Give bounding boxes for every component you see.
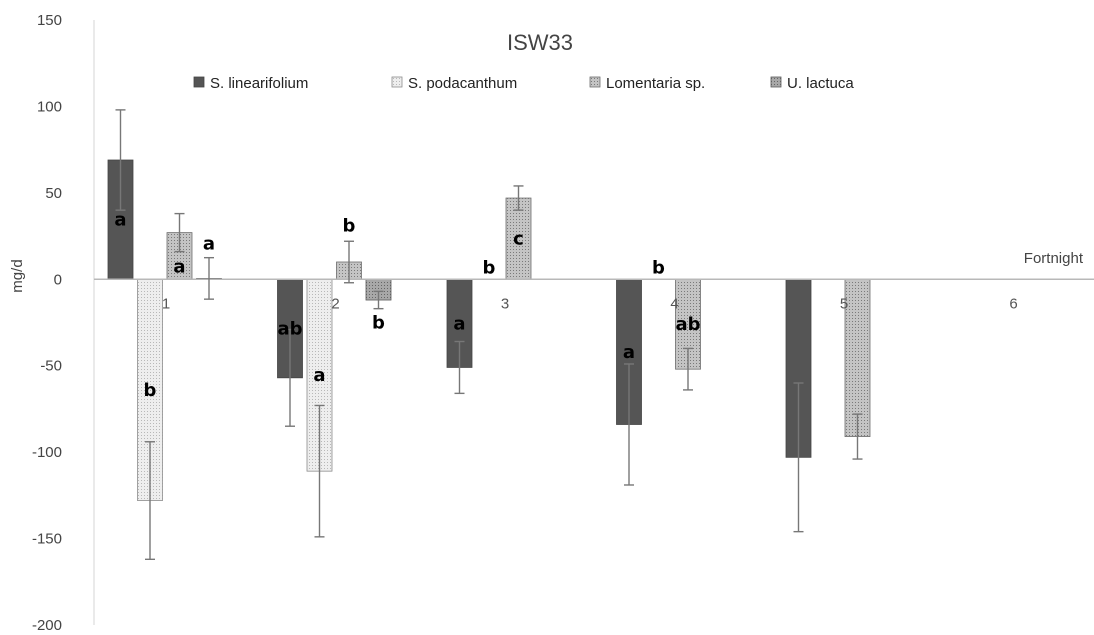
x-tick-label: 1 xyxy=(162,295,170,312)
y-tick-label: 100 xyxy=(37,98,62,115)
legend-label: S. linearifolium xyxy=(210,75,308,92)
bar xyxy=(844,278,871,437)
chart-title: ISW33 xyxy=(507,30,573,55)
significance-label: a xyxy=(313,365,325,386)
y-tick-label: 0 xyxy=(54,271,62,288)
bar xyxy=(505,197,532,280)
legend-swatch xyxy=(589,76,601,88)
significance-label: b xyxy=(483,257,496,278)
significance-label: a xyxy=(203,233,215,254)
y-tick-label: -50 xyxy=(40,358,62,375)
significance-label: b xyxy=(343,215,356,236)
x-tick-label: 5 xyxy=(840,295,848,312)
significance-label: c xyxy=(513,229,524,250)
y-tick-labels: 150 100 50 0 -50 -100 -150 -200 xyxy=(32,12,62,634)
x-tick-label: 2 xyxy=(331,295,339,312)
y-tick-label: -100 xyxy=(32,444,62,461)
significance-label: a xyxy=(453,313,465,334)
x-axis-label: Fortnight xyxy=(1024,250,1084,267)
y-tick-label: 150 xyxy=(37,12,62,29)
significance-label: a xyxy=(173,256,185,277)
significance-label: b xyxy=(372,313,385,334)
legend-swatch xyxy=(193,76,205,88)
error-bars xyxy=(115,109,863,561)
legend-swatch xyxy=(391,76,403,88)
y-axis-label: mg/d xyxy=(9,259,26,292)
significance-label: a xyxy=(623,342,635,363)
significance-label: ab xyxy=(675,314,700,335)
y-tick-label: -200 xyxy=(32,617,62,634)
legend-swatch xyxy=(770,76,782,88)
legend-label: U. lactuca xyxy=(787,75,854,92)
y-tick-label: -150 xyxy=(32,531,62,548)
bar-series xyxy=(107,159,871,501)
significance-label: a xyxy=(114,210,126,231)
legend-label: Lomentaria sp. xyxy=(606,75,705,92)
significance-label: b xyxy=(144,380,157,401)
y-tick-label: 50 xyxy=(45,185,62,202)
significance-label: b xyxy=(652,257,665,278)
x-tick-label: 3 xyxy=(501,295,509,312)
legend: S. linearifolium S. podacanthum Lomentaria… xyxy=(193,75,854,92)
x-tick-labels: 1 2 3 4 5 6 xyxy=(162,295,1018,312)
legend-label: S. podacanthum xyxy=(408,75,517,92)
x-tick-label: 4 xyxy=(670,295,678,312)
x-tick-label: 6 xyxy=(1009,295,1017,312)
significance-label: ab xyxy=(277,319,302,340)
